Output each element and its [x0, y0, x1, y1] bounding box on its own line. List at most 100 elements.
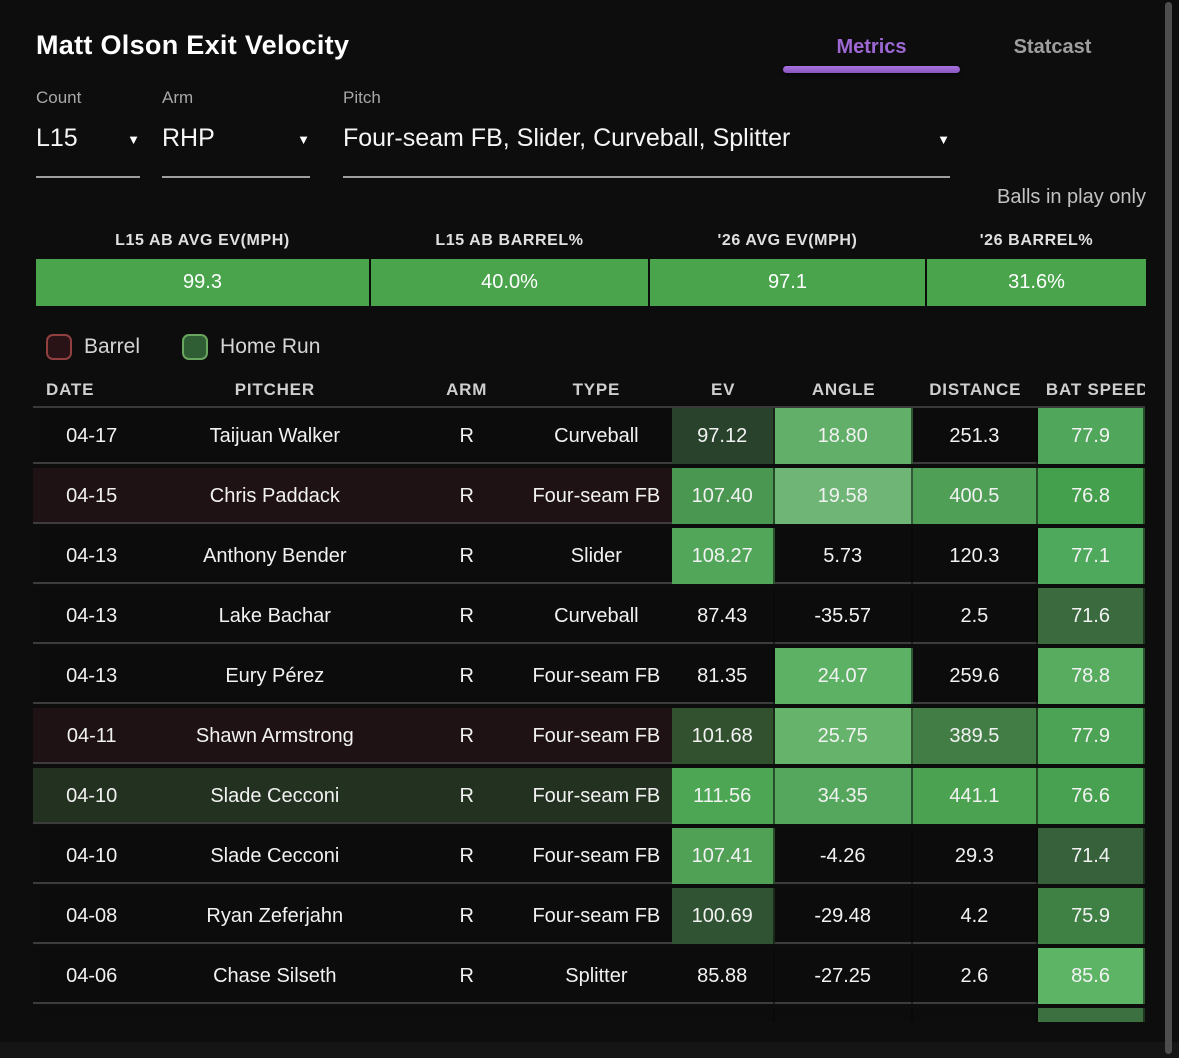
summary-label-3: '26 BARREL%: [979, 232, 1094, 249]
cell-distance: 120.3: [913, 528, 1039, 584]
table-row[interactable]: 04-13 Lake Bachar R Curveball 87.43 -35.57 2.5…: [33, 588, 1145, 644]
cell-angle: 24.07: [774, 648, 913, 704]
cell-arm: R: [459, 485, 474, 507]
cell-date: 04-08: [66, 905, 118, 927]
column-header-angle: ANGLE: [811, 380, 876, 399]
legend-item-home-run: Home Run: [182, 334, 320, 360]
cell-distance: 2.5: [913, 588, 1039, 644]
home-run-swatch-icon: [182, 334, 209, 360]
cell-date: 04-11: [66, 725, 117, 747]
table-row[interactable]: 04-13 Anthony Bender R Slider 108.27 5.73 120.…: [33, 528, 1145, 584]
filter-label-pitch: Pitch: [343, 88, 381, 107]
cell-date: 04-10: [66, 785, 118, 807]
bottom-strip: [0, 1042, 1179, 1058]
cell-type: Four-seam FB: [532, 485, 661, 507]
summary-label-0: L15 AB AVG EV(MPH): [115, 232, 290, 249]
table-row[interactable]: 04-08 Ryan Zeferjahn R Four-seam FB 100.69 -2…: [33, 888, 1145, 944]
cell-arm: R: [459, 905, 474, 927]
legend: Barrel Home Run: [46, 334, 362, 360]
cell-bat-speed: 77.9: [1038, 408, 1145, 464]
barrel-swatch-icon: [46, 334, 72, 360]
table-row[interactable]: 04-13 Eury Pérez R Four-seam FB 81.35 24.07 25…: [33, 648, 1145, 704]
cell-arm: R: [459, 425, 474, 447]
table-row-partial[interactable]: [33, 1008, 1145, 1022]
cell-angle: -29.48: [775, 888, 913, 944]
cell-ev: 101.68: [671, 708, 775, 764]
chevron-down-icon: ▼: [127, 132, 140, 147]
cell-pitcher: [137, 1008, 412, 1022]
table-row[interactable]: 04-10 Slade Cecconi R Four-seam FB 111.56 34.…: [33, 768, 1145, 824]
balls-in-play-note: Balls in play only: [997, 186, 1146, 208]
cell-angle: 18.80: [774, 408, 913, 464]
filter-label-arm: Arm: [162, 88, 194, 107]
cell-ev: 87.43: [672, 588, 775, 644]
cell-date: 04-13: [66, 665, 118, 687]
cell-ev: 107.40: [671, 468, 775, 524]
cell-type: Four-seam FB: [532, 725, 661, 747]
dropdown-value: Four-seam FB, Slider, Curveball, Splitte…: [343, 124, 791, 152]
arm-dropdown[interactable]: RHP ▼: [162, 124, 310, 178]
column-header-bat-speed: BAT SPEED: [1045, 380, 1146, 399]
cell-distance: 259.6: [913, 648, 1039, 704]
cell-ev: [672, 1008, 775, 1022]
cell-arm: R: [459, 605, 474, 627]
page-title: Matt Olson Exit Velocity: [36, 30, 350, 60]
summary-value-1: 40.0%: [371, 259, 648, 306]
cell-type: Four-seam FB: [532, 785, 661, 807]
cell-bat-speed: 85.6: [1038, 948, 1145, 1004]
cell-pitcher: Taijuan Walker: [209, 425, 340, 447]
cell-type: [521, 1008, 672, 1022]
table-header-row: DATE PITCHER ARM TYPE EV ANGLE DISTANCE BAT SPE…: [33, 380, 1145, 409]
column-header-distance: DISTANCE: [929, 380, 1022, 399]
cell-ev: 111.56: [671, 768, 775, 824]
cell-bat-speed: [1038, 1008, 1145, 1022]
cell-ev: 97.12: [671, 408, 775, 464]
cell-type: Curveball: [554, 425, 639, 447]
table-row[interactable]: 04-15 Chris Paddack R Four-seam FB 107.40 19.…: [33, 468, 1145, 524]
column-header-pitcher: PITCHER: [234, 380, 315, 399]
legend-item-barrel: Barrel: [46, 334, 140, 360]
cell-arm: R: [459, 965, 474, 987]
column-header-type: TYPE: [572, 380, 621, 399]
column-header-date: DATE: [46, 380, 95, 399]
cell-type: Four-seam FB: [532, 845, 661, 867]
tab-metrics[interactable]: Metrics: [781, 36, 962, 73]
cell-pitcher: Chase Silseth: [213, 965, 337, 987]
cell-date: 04-13: [66, 545, 118, 567]
cell-bat-speed: 76.6: [1038, 768, 1145, 824]
cell-bat-speed: 77.9: [1038, 708, 1145, 764]
cell-ev: 100.69: [671, 888, 775, 944]
cell-arm: R: [459, 785, 474, 807]
count-dropdown[interactable]: L15 ▼: [36, 124, 140, 178]
legend-label: Home Run: [220, 335, 321, 358]
cell-bat-speed: 71.4: [1038, 828, 1145, 884]
table-row[interactable]: 04-17 Taijuan Walker R Curveball 97.12 18.80 2…: [33, 408, 1145, 464]
cell-angle: 25.75: [774, 708, 913, 764]
cell-distance: 389.5: [912, 708, 1039, 764]
tab-label: Statcast: [1013, 36, 1092, 58]
cell-distance: 4.2: [913, 888, 1039, 944]
legend-label: Barrel: [84, 335, 141, 358]
cell-ev: 81.35: [672, 648, 775, 704]
cell-distance: 2.6: [913, 948, 1039, 1004]
summary-label-2: '26 AVG EV(MPH): [717, 232, 858, 249]
cell-arm: R: [459, 545, 474, 567]
cell-angle: -27.25: [775, 948, 913, 1004]
cell-bat-speed: 76.8: [1038, 468, 1145, 524]
vertical-scrollbar-thumb[interactable]: [1165, 2, 1172, 1054]
cell-date: [33, 1008, 137, 1022]
chevron-down-icon: ▼: [937, 132, 950, 147]
cell-ev: 108.27: [671, 528, 775, 584]
table-row[interactable]: 04-10 Slade Cecconi R Four-seam FB 107.41 -4.…: [33, 828, 1145, 884]
cell-type: Four-seam FB: [532, 665, 661, 687]
tab-label: Metrics: [836, 36, 907, 58]
pitch-dropdown[interactable]: Four-seam FB, Slider, Curveball, Splitte…: [343, 124, 950, 178]
table-row[interactable]: 04-11 Shawn Armstrong R Four-seam FB 101.68 2…: [33, 708, 1145, 764]
cell-distance: 29.3: [913, 828, 1039, 884]
cell-arm: R: [459, 665, 474, 687]
tab-statcast[interactable]: Statcast: [962, 36, 1143, 66]
cell-angle: 34.35: [774, 768, 913, 824]
cell-bat-speed: 75.9: [1038, 888, 1145, 944]
table-row[interactable]: 04-06 Chase Silseth R Splitter 85.88 -27.25 2.…: [33, 948, 1145, 1004]
